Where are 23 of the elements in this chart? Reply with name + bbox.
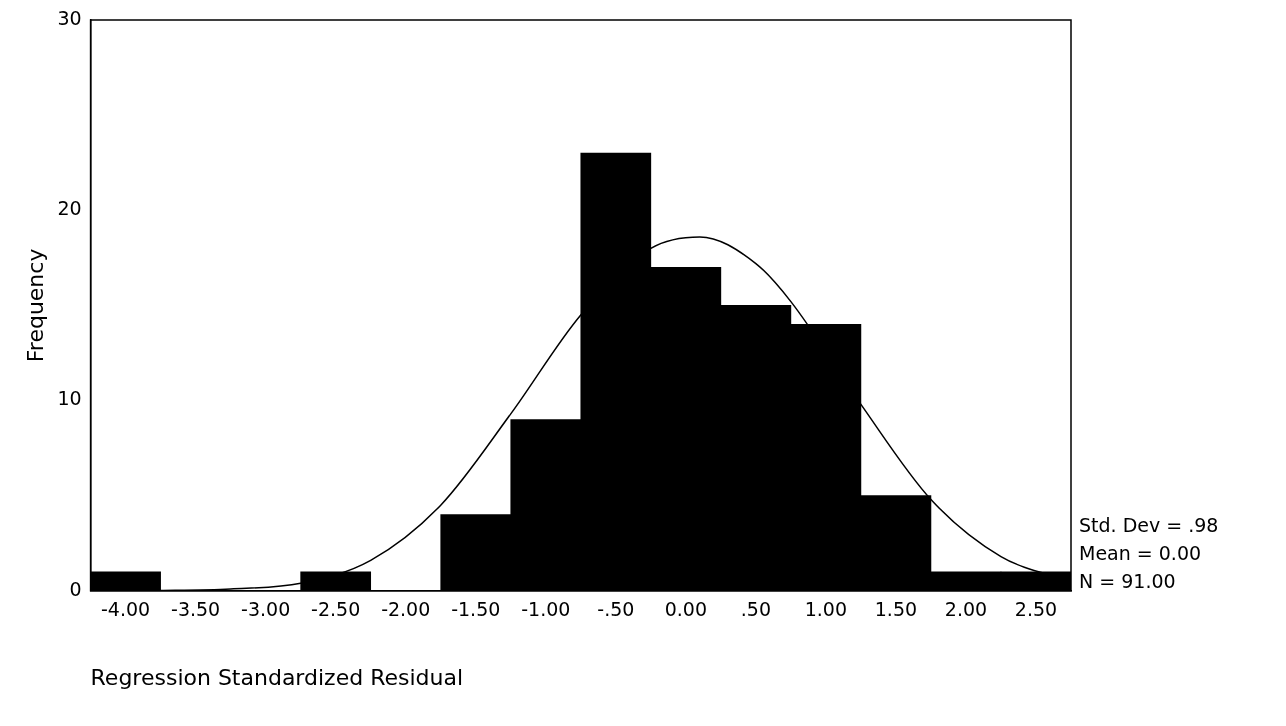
x-tick-label: -.50 (597, 598, 635, 621)
y-tick-label: 0 (69, 577, 82, 600)
x-tick-label: -3.50 (171, 598, 221, 621)
x-tick-label: 1.50 (874, 598, 918, 621)
y-tick-label: 30 (57, 6, 82, 29)
y-tick-label: 20 (57, 197, 82, 220)
x-tick-label: -1.00 (521, 598, 571, 621)
x-tick-label: -1.50 (451, 598, 501, 621)
x-tick-label: -3.00 (241, 598, 291, 621)
x-tick-label: .50 (740, 598, 771, 621)
x-tick-label: -4.00 (101, 598, 151, 621)
text: N = 91.00 (1079, 569, 1176, 592)
x-tick-label: 1.00 (804, 598, 848, 621)
y-tick-label: 10 (57, 387, 82, 410)
x-axis-title: Regression Standardized Residual (90, 664, 464, 690)
x-tick-label: -2.00 (381, 598, 431, 621)
x-tick-label: 2.50 (1014, 598, 1058, 621)
x-tick-label: 0.00 (664, 598, 707, 621)
y-axis-title: Frequency (22, 248, 48, 363)
x-tick-label: 2.00 (944, 598, 988, 621)
x-tick-label: -2.50 (311, 598, 361, 621)
text: Std. Dev = .98 (1079, 513, 1219, 536)
text: Mean = 0.00 (1079, 541, 1202, 564)
